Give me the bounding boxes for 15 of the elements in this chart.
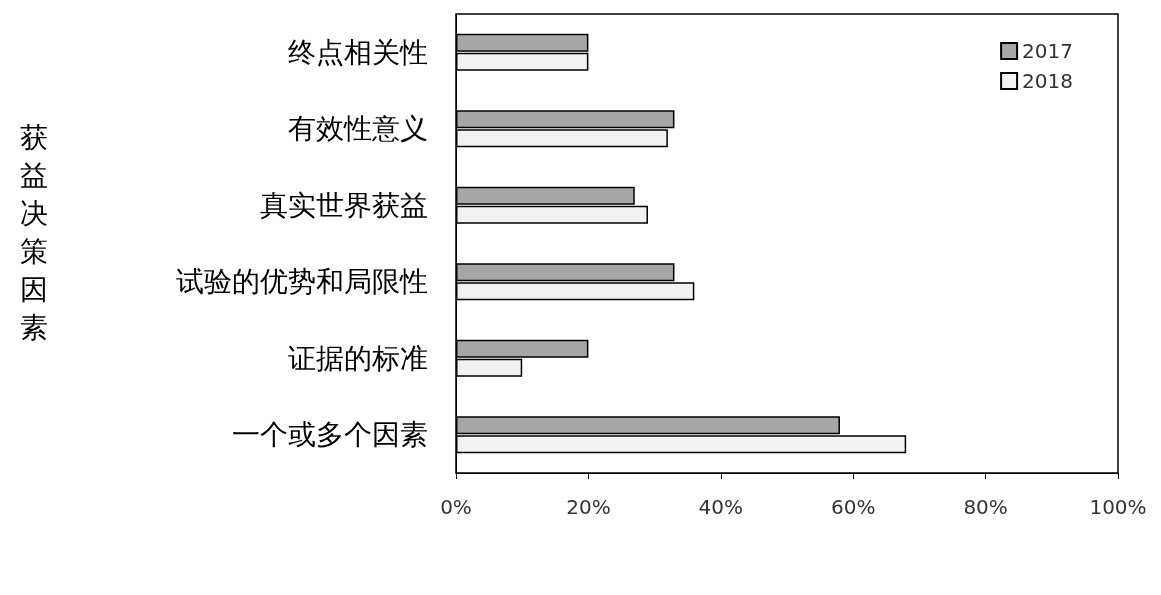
legend-label: 2018 <box>1022 69 1074 93</box>
x-tick-label: 20% <box>566 495 611 519</box>
x-tick-label: 0% <box>440 495 472 519</box>
x-tick-label: 60% <box>830 495 876 519</box>
legend-label: 2017 <box>1022 39 1074 63</box>
y-tick-label: 证据的标准 <box>288 341 428 375</box>
y-axis-title: 获益决策因素 <box>20 120 48 344</box>
y-tick-label: 试验的优势和局限性 <box>176 265 428 299</box>
x-tick-label: 80% <box>963 495 1008 519</box>
x-tick-label: 100% <box>1089 495 1147 519</box>
y-tick-label: 有效性意义 <box>288 112 428 146</box>
y-tick-label: 一个或多个因素 <box>232 418 428 452</box>
y-tick-label: 真实世界获益 <box>260 188 428 222</box>
y-tick-label: 终点相关性 <box>288 35 428 69</box>
x-tick-label: 40% <box>698 495 744 519</box>
